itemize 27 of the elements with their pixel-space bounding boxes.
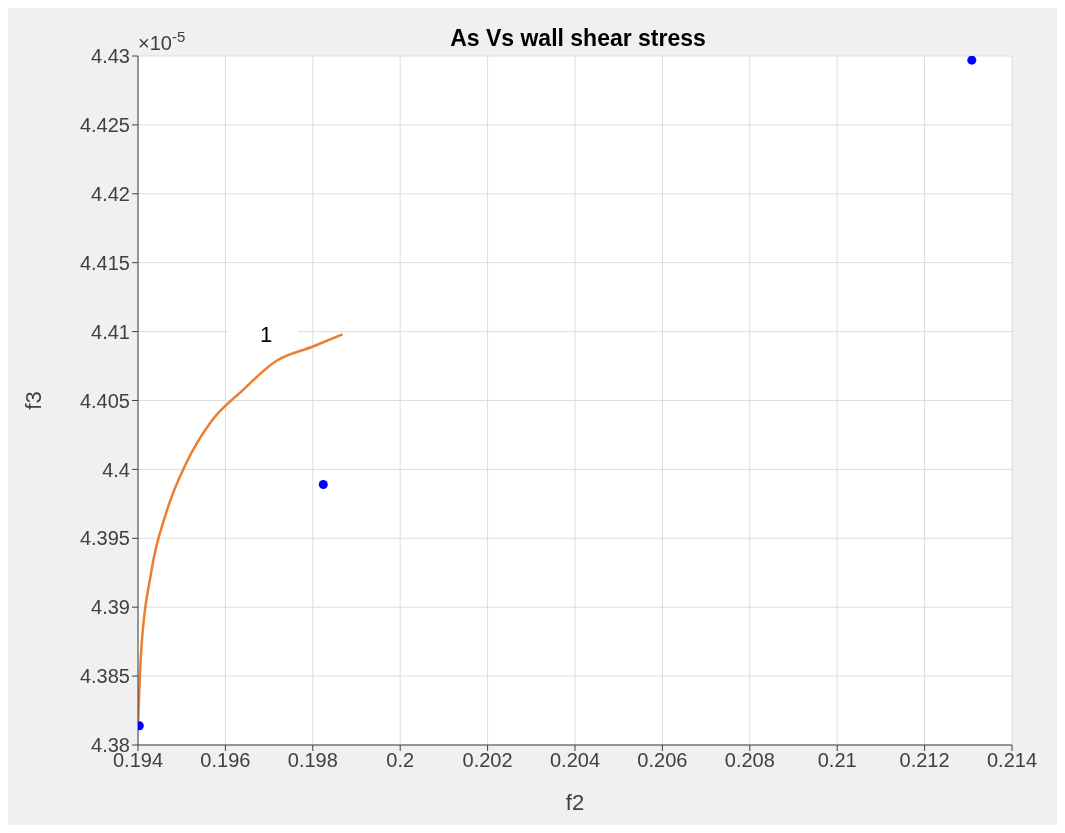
x-tick-label: 0.21 (817, 749, 857, 772)
x-tick-label: 0.208 (724, 749, 775, 772)
y-tick-label: 4.41 (91, 320, 130, 343)
x-tick-label: 0.198 (287, 749, 338, 772)
x-tick-label: 0.212 (899, 749, 950, 772)
chart-title: As Vs wall shear stress (450, 25, 706, 51)
point (318, 480, 328, 490)
x-tick-label: 0.204 (549, 749, 601, 772)
x-axis-title: f2 (565, 790, 585, 815)
y-tick-label: 4.43 (91, 45, 130, 68)
y-tick-label: 4.405 (79, 389, 130, 412)
x-tick-label: 0.206 (637, 749, 688, 772)
x-tick-label: 0.214 (986, 749, 1038, 772)
x-tick-label: 0.202 (462, 749, 513, 772)
text: ×10$^{-5}$ (138, 27, 186, 54)
x-tick-label: 0.196 (200, 749, 251, 772)
y-tick-label: 4.385 (79, 665, 130, 688)
y-tick-label: 4.39 (91, 596, 130, 619)
x-tick-label: 0.2 (386, 749, 415, 772)
annotation: 1 (259, 322, 273, 347)
y-tick-label: 4.395 (79, 527, 130, 550)
y-axis-title: f3 (20, 391, 46, 410)
y-tick-label: 4.415 (79, 251, 130, 274)
y-tick-label: 4.425 (79, 114, 130, 136)
y-tick-label: 4.42 (91, 182, 130, 205)
y-tick-label: 4.4 (102, 458, 130, 481)
point (967, 56, 977, 65)
